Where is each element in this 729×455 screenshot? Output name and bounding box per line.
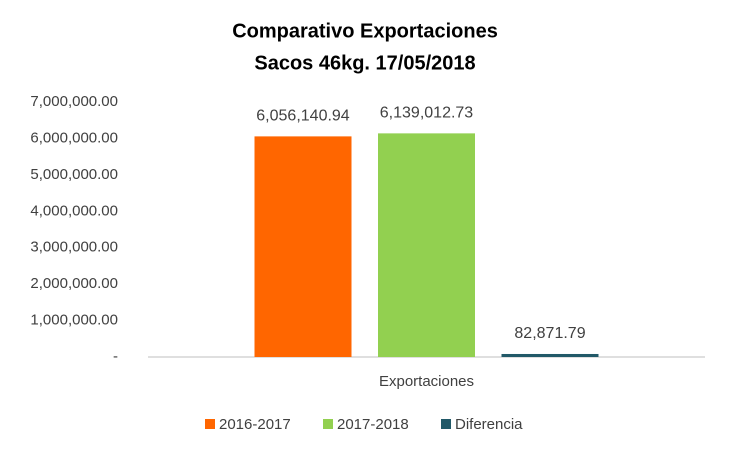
y-tick-label: - bbox=[113, 348, 118, 365]
bar bbox=[378, 133, 475, 357]
bar bbox=[254, 136, 352, 357]
y-tick-label: 7,000,000.00 bbox=[30, 93, 118, 110]
y-tick-label: 1,000,000.00 bbox=[30, 312, 118, 329]
y-tick-label: 6,000,000.00 bbox=[30, 129, 118, 146]
legend-label: Diferencia bbox=[455, 416, 523, 433]
legend-label: 2016-2017 bbox=[219, 416, 291, 433]
legend-label: 2017-2018 bbox=[337, 416, 409, 433]
value-label: 6,139,012.73 bbox=[380, 105, 474, 122]
bar bbox=[501, 353, 599, 357]
y-tick-label: 3,000,000.00 bbox=[30, 239, 118, 256]
legend-swatch bbox=[323, 419, 333, 429]
y-tick-label: 2,000,000.00 bbox=[30, 275, 118, 292]
chart-title: Comparativo Exportaciones bbox=[232, 20, 498, 42]
chart-subtitle: Sacos 46kg. 17/05/2018 bbox=[254, 52, 475, 74]
x-tick-label: Exportaciones bbox=[379, 373, 474, 390]
y-tick-label: 4,000,000.00 bbox=[30, 202, 118, 219]
legend-swatch bbox=[205, 419, 215, 429]
value-label: 82,871.79 bbox=[514, 325, 585, 342]
value-label: 6,056,140.94 bbox=[256, 108, 350, 125]
y-tick-label: 5,000,000.00 bbox=[30, 166, 118, 183]
legend-swatch bbox=[441, 419, 451, 429]
